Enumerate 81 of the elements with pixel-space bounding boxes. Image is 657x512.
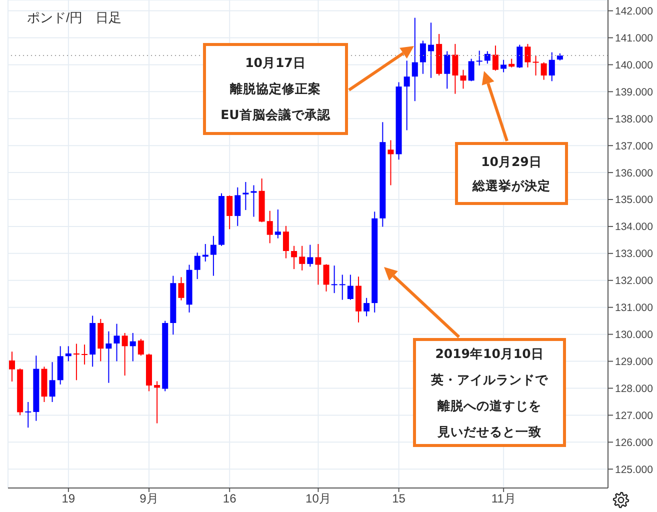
candlestick <box>347 274 354 300</box>
y-tick-label: 128.000 <box>615 382 654 395</box>
candlestick <box>331 265 338 294</box>
candlestick <box>323 264 330 292</box>
candlestick <box>307 244 314 268</box>
callout-box: 2019年10月10日英・アイルランドで離脱への道すじを見いだせると一致 <box>413 338 566 447</box>
candlestick <box>299 245 306 271</box>
candlestick <box>364 297 370 317</box>
candlestick <box>339 274 346 300</box>
candlestick <box>82 344 88 366</box>
candlestick <box>282 225 289 259</box>
candlestick <box>492 45 498 72</box>
candlestick <box>73 343 80 381</box>
candlestick <box>412 17 418 102</box>
candlestick <box>404 60 410 131</box>
y-tick-label: 138.000 <box>615 113 654 126</box>
candlestick <box>266 210 273 244</box>
candlestick <box>524 43 531 68</box>
x-tick-label: 15 <box>392 492 406 506</box>
callout-box: 10月29日総選挙が決定 <box>455 142 568 205</box>
candlestick <box>9 351 15 382</box>
annotation: 2019年10月10日英・アイルランドで離脱への道すじを見いだせると一致 <box>431 344 548 440</box>
candlestick <box>500 59 507 73</box>
candlestick <box>291 245 298 270</box>
candlestick <box>65 346 72 362</box>
y-tick-label: 129.000 <box>615 356 654 368</box>
candlestick <box>444 50 450 90</box>
annotation: 10月17日離脱協定修正案EU首脳会議で承認 <box>220 54 330 124</box>
text: ポンド/円 日足 <box>27 10 122 26</box>
candlestick <box>476 50 482 66</box>
candlestick <box>540 62 547 80</box>
callout-box: 10月17日離脱協定修正案EU首脳会議で承認 <box>203 43 348 135</box>
candlestick <box>484 50 490 64</box>
candlestick <box>194 252 200 280</box>
candlestick <box>178 276 184 301</box>
y-tick-label: 133.000 <box>615 248 654 260</box>
y-tick-label: 136.000 <box>615 167 654 180</box>
y-tick-label: 130.000 <box>615 329 654 342</box>
candlestick <box>210 235 216 276</box>
candlestick <box>388 140 394 186</box>
candlestick <box>420 40 426 74</box>
candlestick <box>315 244 322 286</box>
y-tick-label: 135.000 <box>615 194 654 206</box>
candlestick <box>138 338 144 356</box>
candlestick <box>460 69 466 90</box>
candlestick <box>468 58 474 82</box>
candlestick <box>234 186 241 226</box>
candlestick <box>25 401 32 428</box>
y-tick-label: 139.000 <box>615 86 654 98</box>
x-tick-label: 9月 <box>140 492 158 506</box>
candlestick <box>274 208 281 239</box>
x-tick-label: 16 <box>222 492 237 506</box>
candlestick <box>122 332 128 376</box>
candlestick <box>114 323 120 362</box>
y-tick-label: 140.000 <box>615 59 654 72</box>
x-tick-label: 11月 <box>491 492 516 506</box>
y-tick-label: 142.000 <box>615 6 654 18</box>
x-tick-label: 10月 <box>306 492 331 506</box>
x-tick-label: 19 <box>62 492 76 506</box>
candlestick <box>57 346 64 385</box>
candlestick <box>532 55 539 76</box>
candlestick <box>242 181 249 211</box>
y-tick-label: 127.000 <box>615 410 654 422</box>
y-tick-label: 132.000 <box>615 275 654 288</box>
y-tick-label: 141.000 <box>615 32 654 44</box>
candlestick <box>548 52 555 82</box>
candlestick <box>130 332 136 362</box>
candlestick <box>226 194 233 230</box>
y-tick-label: 134.000 <box>615 221 654 234</box>
y-tick-label: 125.000 <box>615 464 654 476</box>
candlestick <box>516 44 523 68</box>
candlestick <box>49 362 56 402</box>
candlestick <box>452 43 458 94</box>
candlestick <box>428 22 434 78</box>
y-tick-label: 137.000 <box>615 140 654 152</box>
candlestick <box>106 330 112 384</box>
y-tick-label: 131.000 <box>615 302 654 314</box>
candlestick <box>154 380 160 424</box>
y-tick-label: 126.000 <box>615 436 654 449</box>
annotation: 10月29日総選挙が決定 <box>472 152 550 194</box>
candlestick <box>250 184 257 218</box>
